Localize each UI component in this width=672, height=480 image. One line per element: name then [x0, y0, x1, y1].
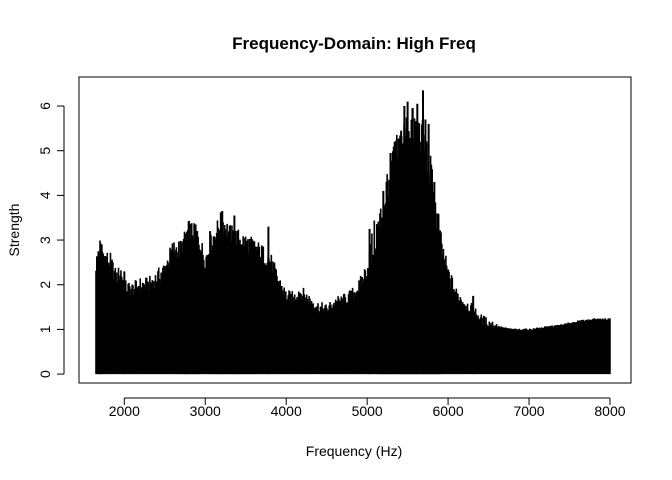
- y-tick-label: 4: [37, 191, 53, 199]
- x-axis: 2000 3000 4000 5000 6000 7000 8000: [109, 397, 626, 419]
- x-axis-label: Frequency (Hz): [306, 443, 402, 459]
- plot-frame: [78, 76, 632, 384]
- y-axis-label: Strength: [6, 204, 22, 257]
- x-tick-label: 4000: [271, 403, 302, 419]
- y-axis: 0 1 2 3 4 5 6: [37, 102, 65, 378]
- y-tick-label: 3: [37, 236, 53, 244]
- bar-series: [95, 90, 611, 375]
- x-tick-label: 2000: [109, 403, 140, 419]
- x-tick-label: 7000: [513, 403, 544, 419]
- x-tick-label: 3000: [190, 403, 221, 419]
- y-tick-label: 6: [37, 102, 53, 110]
- y-tick-label: 2: [37, 281, 53, 289]
- y-tick-label: 5: [37, 147, 53, 155]
- chart-title: Frequency-Domain: High Freq: [232, 34, 476, 53]
- y-tick-label: 0: [37, 370, 53, 378]
- y-tick-label: 1: [37, 325, 53, 333]
- x-tick-label: 6000: [433, 403, 464, 419]
- x-tick-label: 8000: [594, 403, 625, 419]
- x-tick-label: 5000: [352, 403, 383, 419]
